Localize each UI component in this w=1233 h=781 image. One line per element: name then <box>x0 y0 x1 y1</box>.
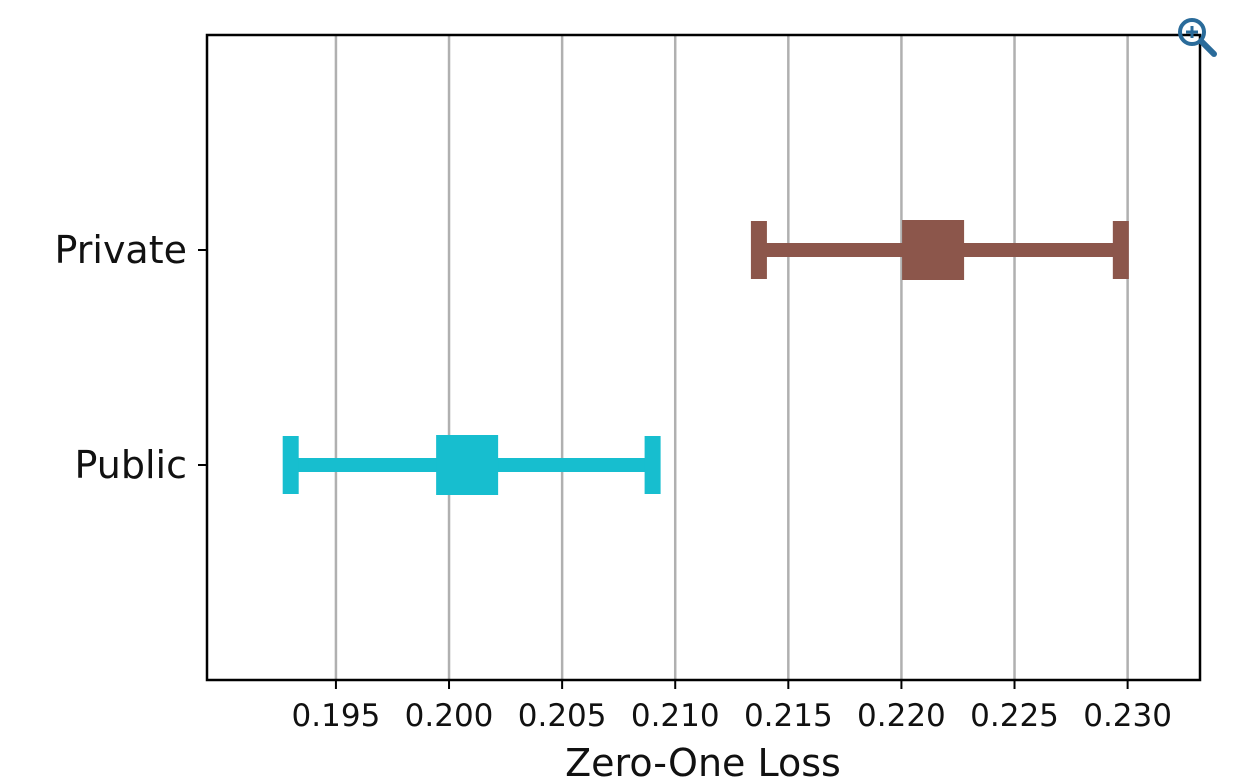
zoom-in-button[interactable] <box>1172 12 1226 62</box>
x-tick-label: 0.230 <box>1083 698 1172 734</box>
error-bars <box>282 220 1129 495</box>
error-bar-public <box>282 435 661 495</box>
x-tick-label: 0.215 <box>744 698 833 734</box>
x-tick-label: 0.225 <box>970 698 1059 734</box>
x-tick-label: 0.195 <box>292 698 381 734</box>
center-marker <box>902 220 965 280</box>
y-tick-label: Private <box>55 228 187 272</box>
error-bar-private <box>750 220 1129 280</box>
y-axis-ticks: Private Public <box>55 228 207 487</box>
x-tick-label: 0.200 <box>405 698 494 734</box>
x-tick-label: 0.210 <box>631 698 720 734</box>
x-tick-label: 0.205 <box>518 698 607 734</box>
x-axis-ticks: 0.195 0.200 0.205 0.210 0.215 0.220 0.225 0.230 <box>292 680 1172 734</box>
error-bar-cap-low <box>750 221 767 279</box>
zoom-in-icon <box>1178 18 1217 57</box>
grid-lines <box>334 35 1129 680</box>
plot-area-frame <box>205 33 1202 682</box>
center-marker <box>436 435 499 495</box>
x-axis-label: Zero-One Loss <box>565 741 841 781</box>
error-bar-cap-low <box>282 436 299 494</box>
y-tick-label: Public <box>75 443 187 487</box>
error-bar-cap-high <box>1112 221 1129 279</box>
x-tick-label: 0.220 <box>857 698 946 734</box>
error-bar-cap-high <box>644 436 661 494</box>
